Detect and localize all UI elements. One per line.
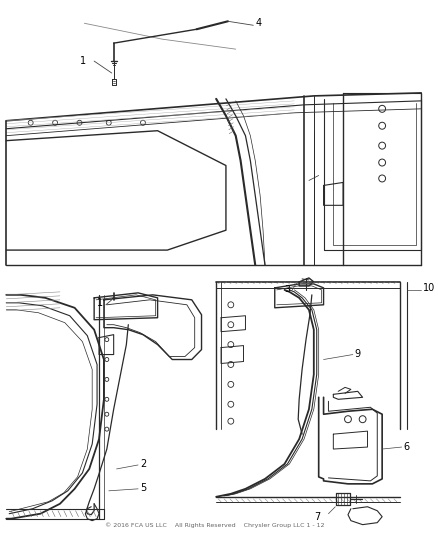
Text: 6: 6 [404, 442, 410, 452]
Text: 9: 9 [355, 349, 361, 359]
Text: 10: 10 [423, 283, 435, 293]
Text: 3: 3 [285, 285, 290, 294]
Text: 2: 2 [140, 459, 146, 469]
Text: 5: 5 [140, 483, 146, 493]
Text: 4: 4 [255, 18, 261, 28]
Text: 7: 7 [314, 512, 320, 522]
Text: 1: 1 [97, 298, 103, 308]
Text: 1: 1 [79, 56, 85, 66]
Text: © 2016 FCA US LLC    All Rights Reserved    Chrysler Group LLC 1 - 12: © 2016 FCA US LLC All Rights Reserved Ch… [106, 522, 325, 528]
